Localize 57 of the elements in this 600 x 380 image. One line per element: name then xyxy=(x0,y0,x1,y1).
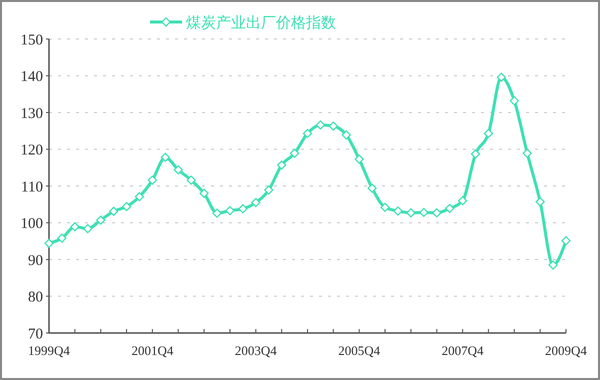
point xyxy=(406,208,416,218)
point xyxy=(186,176,196,185)
point xyxy=(548,260,558,270)
point xyxy=(251,198,260,208)
point xyxy=(328,122,338,131)
point xyxy=(238,204,248,214)
x-tick-label: 1999Q4 xyxy=(28,343,70,358)
point xyxy=(122,202,132,212)
x-tick-label: 2009Q4 xyxy=(545,343,588,358)
point xyxy=(70,222,80,232)
point xyxy=(380,202,390,212)
point xyxy=(148,176,157,185)
point xyxy=(458,196,468,206)
point xyxy=(290,148,300,158)
point xyxy=(470,149,480,159)
point xyxy=(496,72,506,82)
y-tick-label: 80 xyxy=(28,290,43,306)
point xyxy=(368,184,377,193)
point xyxy=(134,192,144,202)
point xyxy=(536,197,545,206)
y-tick-label: 70 xyxy=(28,326,43,342)
point xyxy=(109,206,118,216)
point xyxy=(561,236,571,246)
point xyxy=(510,96,519,106)
legend-label: 煤炭产业出厂价格指数 xyxy=(186,13,336,32)
x-tick-label: 2007Q4 xyxy=(442,343,484,358)
point xyxy=(57,234,67,243)
point xyxy=(277,160,286,170)
point xyxy=(316,120,326,130)
point xyxy=(96,216,106,225)
y-tick-label: 110 xyxy=(21,179,43,196)
point xyxy=(160,152,170,162)
y-tick-label: 130 xyxy=(20,106,43,122)
point xyxy=(264,185,274,195)
point xyxy=(342,130,351,140)
y-tick-label: 120 xyxy=(20,142,43,158)
point xyxy=(522,148,532,158)
point xyxy=(484,128,494,138)
point xyxy=(393,206,403,216)
x-tick-label: 2001Q4 xyxy=(131,343,174,358)
y-tick-label: 140 xyxy=(20,69,43,85)
point xyxy=(200,188,209,198)
point xyxy=(419,208,428,218)
x-tick-label: 2005Q4 xyxy=(338,343,381,358)
y-tick-label: 150 xyxy=(20,32,43,48)
point xyxy=(432,208,442,218)
point xyxy=(354,154,364,164)
point xyxy=(225,206,235,216)
point xyxy=(302,128,312,138)
y-tick-label: 100 xyxy=(20,216,43,232)
point xyxy=(174,165,183,174)
y-tick-label: 90 xyxy=(28,252,43,269)
point xyxy=(44,238,54,248)
point xyxy=(212,208,222,218)
point xyxy=(445,204,454,214)
point xyxy=(83,224,92,234)
x-tick-label: 2003Q4 xyxy=(234,343,278,358)
